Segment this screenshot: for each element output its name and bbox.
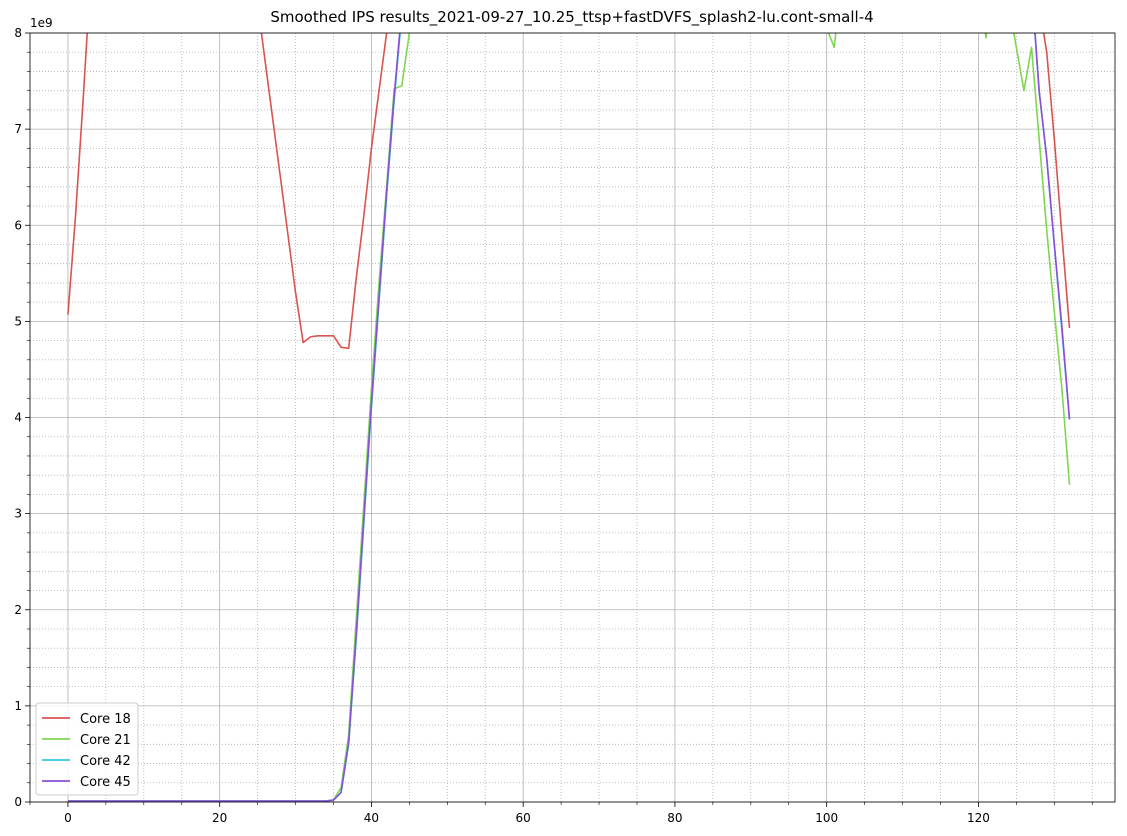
x-tick-label: 100 bbox=[815, 811, 838, 825]
y-tick-label: 4 bbox=[14, 411, 22, 425]
x-axis: 0 20 40 60 80 100 120 bbox=[29, 802, 1093, 825]
y-tick-label: 5 bbox=[14, 314, 22, 328]
x-tick-label: 0 bbox=[64, 811, 72, 825]
series-layer bbox=[67, 33, 1071, 802]
legend: Core 18 Core 21 Core 42 Core 45 bbox=[35, 702, 139, 796]
y-tick-label: 2 bbox=[14, 603, 22, 617]
x-tick-label: 20 bbox=[212, 811, 227, 825]
y-offset-label: 1e9 bbox=[30, 16, 53, 30]
legend-label-core-18: Core 18 bbox=[80, 712, 131, 727]
series-line-core-45 bbox=[67, 33, 1071, 802]
x-tick-label: 60 bbox=[516, 811, 531, 825]
y-tick-label: 8 bbox=[14, 26, 22, 40]
y-axis: 0 1 2 3 4 5 6 7 8 bbox=[14, 26, 30, 809]
legend-label-core-21: Core 21 bbox=[80, 733, 131, 748]
legend-label-core-45: Core 45 bbox=[80, 775, 131, 790]
y-tick-label: 3 bbox=[14, 507, 22, 521]
chart-title: Smoothed IPS results_2021-09-27_10.25_tt… bbox=[270, 8, 873, 27]
y-tick-label: 7 bbox=[14, 122, 22, 136]
x-tick-label: 40 bbox=[364, 811, 379, 825]
series-line-core-18 bbox=[67, 33, 1071, 350]
legend-box bbox=[35, 702, 139, 796]
y-tick-label: 6 bbox=[14, 218, 22, 232]
y-tick-label: 1 bbox=[14, 699, 22, 713]
x-tick-label: 80 bbox=[667, 811, 682, 825]
x-tick-label: 120 bbox=[967, 811, 990, 825]
legend-label-core-42: Core 42 bbox=[80, 754, 131, 769]
y-tick-label: 0 bbox=[14, 795, 22, 809]
